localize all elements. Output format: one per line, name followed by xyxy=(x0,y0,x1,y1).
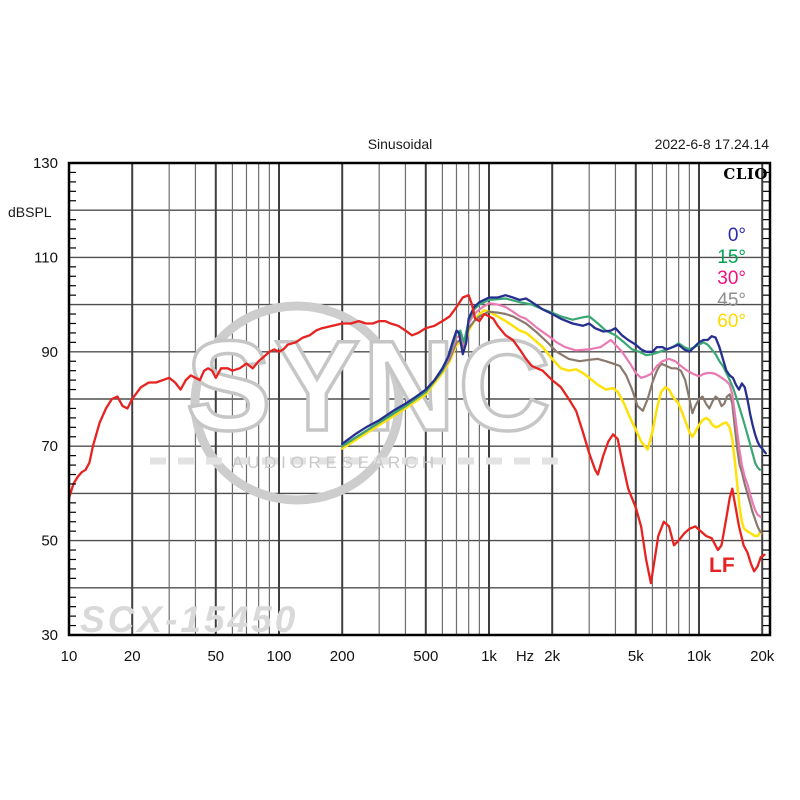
db-tick-marks xyxy=(69,171,770,627)
curve-45° xyxy=(341,310,764,535)
curves xyxy=(69,294,767,585)
legend-entry-45deg: 45° xyxy=(717,289,746,311)
lf-curve-label: LF xyxy=(709,554,735,577)
svg-text:20: 20 xyxy=(124,648,141,665)
y-axis-tick-labels: 130 110 90 70 50 30 xyxy=(33,155,58,644)
svg-text:500: 500 xyxy=(413,648,438,665)
x-axis-unit-label: Hz xyxy=(515,648,535,665)
curve-0° xyxy=(341,294,767,455)
svg-text:20k: 20k xyxy=(750,648,775,665)
curve-LF xyxy=(69,294,766,585)
svg-text:A U D I O R E S E A R C H: A U D I O R E S E A R C H xyxy=(232,453,434,472)
svg-text:10: 10 xyxy=(61,648,78,665)
legend-entry-30deg: 30° xyxy=(717,268,746,289)
svg-text:30: 30 xyxy=(41,627,58,644)
curve-60° xyxy=(340,309,762,538)
svg-text:SCX-15450: SCX-15450 xyxy=(80,599,298,640)
legend-entry-60deg: 60° xyxy=(717,311,746,332)
y-axis-unit-label: dBSPL xyxy=(8,204,52,220)
chart-title: Sinusoidal xyxy=(367,136,433,152)
svg-text:70: 70 xyxy=(41,438,58,455)
legend: 0° 15° 30° 45° 60° xyxy=(717,225,746,333)
svg-text:90: 90 xyxy=(41,344,58,361)
svg-text:2k: 2k xyxy=(544,648,560,665)
plot-border xyxy=(67,161,772,637)
svg-text:100: 100 xyxy=(266,648,291,665)
legend-entry-15deg: 15° xyxy=(717,246,746,268)
svg-text:SYNC: SYNC xyxy=(186,315,554,458)
svg-text:1k: 1k xyxy=(481,648,497,665)
timestamp: 2022-6-8 17.24.14 xyxy=(654,136,769,152)
svg-text:50: 50 xyxy=(41,533,58,550)
svg-text:200: 200 xyxy=(330,648,355,665)
legend-entry-0deg: 0° xyxy=(727,225,746,246)
svg-text:5k: 5k xyxy=(628,648,644,665)
svg-text:130: 130 xyxy=(33,155,58,172)
svg-text:10k: 10k xyxy=(687,648,712,665)
x-axis-tick-labels: 10 20 50 100 200 500 1k 2k 5k 10k 20k xyxy=(61,648,775,665)
svg-text:110: 110 xyxy=(34,249,58,266)
clio-logo: CLIO xyxy=(723,165,768,183)
svg-text:50: 50 xyxy=(207,648,224,665)
